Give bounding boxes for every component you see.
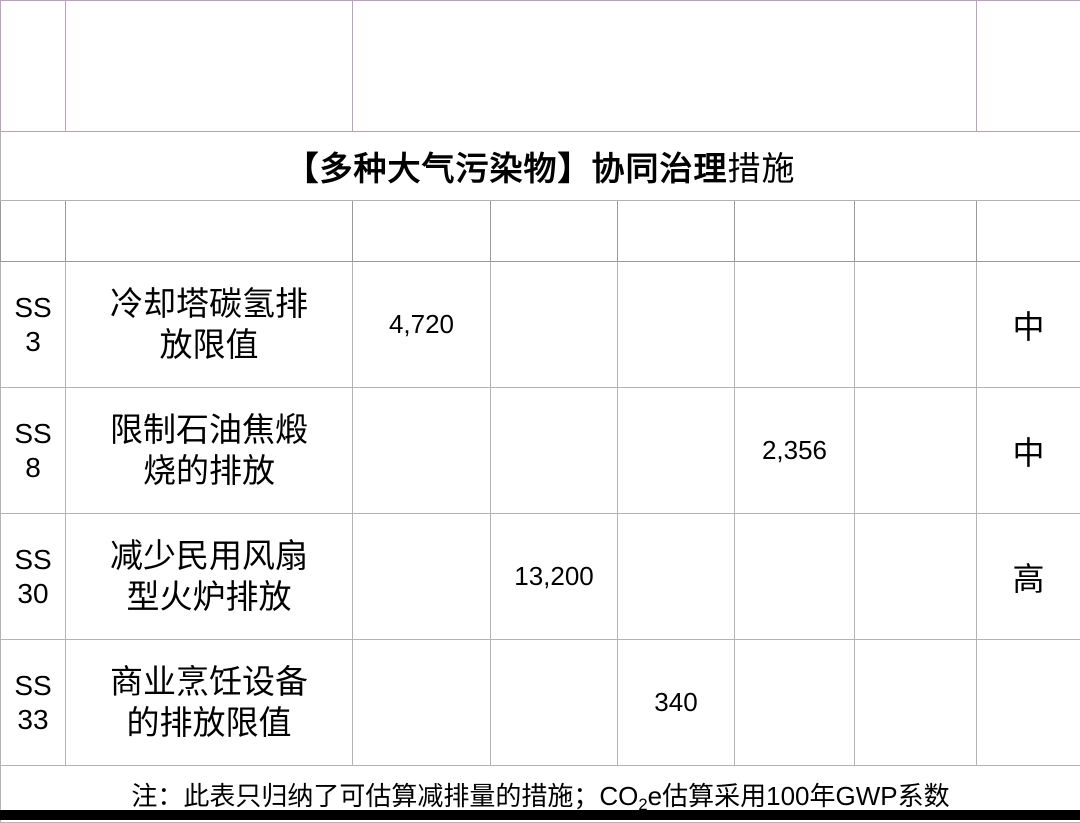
cell-code: SS 8 bbox=[1, 388, 66, 514]
cell-nox bbox=[491, 262, 618, 388]
subheader-cell-blank-measure bbox=[66, 201, 353, 262]
measure-line2: 放限值 bbox=[160, 326, 259, 363]
cell-measure: 减少民用风扇 型火炉排放 bbox=[66, 514, 353, 640]
footnote-part2: e估算采用100年GWP系数 bbox=[648, 781, 950, 811]
subheader-nh3-base: NH bbox=[890, 215, 932, 247]
cell-nh3 bbox=[855, 262, 977, 388]
code-prefix: SS bbox=[14, 670, 51, 701]
cell-measure: 商业烹饪设备 的排放限值 bbox=[66, 640, 353, 766]
measure-line2: 型火炉排放 bbox=[127, 578, 292, 615]
section-band-row: 【多种大气污染物】协同治理措施 bbox=[1, 132, 1080, 201]
cell-nh3 bbox=[855, 640, 977, 766]
subheader-nh3-sub: 3 bbox=[931, 229, 941, 249]
header-main-subtitle: 空气污染物（lbs/天） bbox=[353, 74, 976, 116]
header-cell-economic-benefit: 经济 效益 bbox=[977, 1, 1080, 132]
subheader-cell-rog: ROG bbox=[353, 201, 491, 262]
cell-nox bbox=[491, 640, 618, 766]
cell-nh3 bbox=[855, 514, 977, 640]
cell-pm25 bbox=[618, 262, 735, 388]
cell-measure: 限制石油焦煅 烧的排放 bbox=[66, 388, 353, 514]
measure-line1: 减少民用风扇 bbox=[110, 537, 308, 574]
cell-code: SS 30 bbox=[1, 514, 66, 640]
section-band-cell: 【多种大气污染物】协同治理措施 bbox=[1, 132, 1080, 201]
header-econ-line1: 经济 bbox=[997, 30, 1060, 65]
bottom-black-bar bbox=[0, 810, 1080, 820]
measure-line1: 商业烹饪设备 bbox=[110, 663, 308, 700]
table-row: SS 33 商业烹饪设备 的排放限值 340 bbox=[1, 640, 1080, 766]
cell-pm25 bbox=[618, 514, 735, 640]
cell-economic-benefit: 中 bbox=[977, 388, 1080, 514]
cell-nox bbox=[491, 388, 618, 514]
cell-economic-benefit: 中 bbox=[977, 262, 1080, 388]
header-cell-emission-2030: 2030年减排量 空气污染物（lbs/天） bbox=[353, 1, 977, 132]
subheader-cell-blank-econ bbox=[977, 201, 1080, 262]
cell-rog bbox=[353, 514, 491, 640]
subheader-cell-so2: SO2 bbox=[735, 201, 855, 262]
header-econ-line2: 效益 bbox=[997, 65, 1060, 100]
code-prefix: SS bbox=[14, 544, 51, 575]
header-measure-label: 措施 bbox=[174, 51, 244, 89]
cell-rog: 4,720 bbox=[353, 262, 491, 388]
measure-line2: 烧的排放 bbox=[143, 452, 275, 489]
cell-so2 bbox=[735, 640, 855, 766]
table-row: SS 30 减少民用风扇 型火炉排放 13,200 高 bbox=[1, 514, 1080, 640]
code-number: 3 bbox=[1, 325, 65, 358]
code-prefix: SS bbox=[14, 292, 51, 323]
cell-rog bbox=[353, 640, 491, 766]
subheader-cell-blank-code bbox=[1, 201, 66, 262]
subheader-cell-pm25: PM2.5 bbox=[618, 201, 735, 262]
subheader-so2-sub: 2 bbox=[810, 229, 820, 249]
subheader-nox-base: NO bbox=[528, 215, 572, 247]
table-row: SS 3 冷却塔碳氢排 放限值 4,720 中 bbox=[1, 262, 1080, 388]
pollutant-subheader-row: ROG NOx PM2.5 SO2 NH3 bbox=[1, 201, 1080, 262]
table-row: SS 8 限制石油焦煅 烧的排放 2,356 中 bbox=[1, 388, 1080, 514]
table-header-row: 编 码 措施 2030年减排量 空气污染物（lbs/天） 经济 效益 bbox=[1, 1, 1080, 132]
cell-economic-benefit: 高 bbox=[977, 514, 1080, 640]
section-band-normal: 措施 bbox=[728, 150, 796, 187]
cell-economic-benefit bbox=[977, 640, 1080, 766]
measure-line2: 的排放限值 bbox=[127, 704, 292, 741]
header-cell-code: 编 码 bbox=[1, 1, 66, 132]
cell-so2: 2,356 bbox=[735, 388, 855, 514]
subheader-pm-base: PM bbox=[642, 215, 686, 247]
subheader-cell-nox: NOx bbox=[491, 201, 618, 262]
header-cell-measure: 措施 bbox=[66, 1, 353, 132]
section-band-text: 【多种大气污染物】协同治理措施 bbox=[286, 150, 796, 187]
cell-pm25: 340 bbox=[618, 640, 735, 766]
section-band-bold: 【多种大气污染物】协同治理 bbox=[286, 150, 728, 187]
cell-code: SS 3 bbox=[1, 262, 66, 388]
header-main-title: 2030年减排量 bbox=[353, 16, 976, 70]
header-code-line1: 编 bbox=[16, 28, 51, 66]
measure-line1: 限制石油焦煅 bbox=[110, 411, 308, 448]
cell-so2 bbox=[735, 514, 855, 640]
code-prefix: SS bbox=[14, 418, 51, 449]
subheader-cell-nh3: NH3 bbox=[855, 201, 977, 262]
cell-nh3 bbox=[855, 388, 977, 514]
code-number: 33 bbox=[1, 703, 65, 736]
header-code-line2: 码 bbox=[16, 66, 51, 104]
cell-nox: 13,200 bbox=[491, 514, 618, 640]
subheader-rog-label: ROG bbox=[388, 215, 454, 247]
subheader-so2-base: SO bbox=[769, 215, 811, 247]
cell-rog bbox=[353, 388, 491, 514]
footnote-part1: 注：此表只归纳了可估算减排量的措施；CO bbox=[131, 781, 638, 811]
cell-pm25 bbox=[618, 388, 735, 514]
code-number: 8 bbox=[1, 451, 65, 484]
cell-code: SS 33 bbox=[1, 640, 66, 766]
code-number: 30 bbox=[1, 577, 65, 610]
cell-so2 bbox=[735, 262, 855, 388]
cell-measure: 冷却塔碳氢排 放限值 bbox=[66, 262, 353, 388]
subheader-nox-sub: x bbox=[571, 229, 580, 249]
subheader-pm-sub: 2.5 bbox=[685, 229, 710, 249]
measure-line1: 冷却塔碳氢排 bbox=[110, 285, 308, 322]
